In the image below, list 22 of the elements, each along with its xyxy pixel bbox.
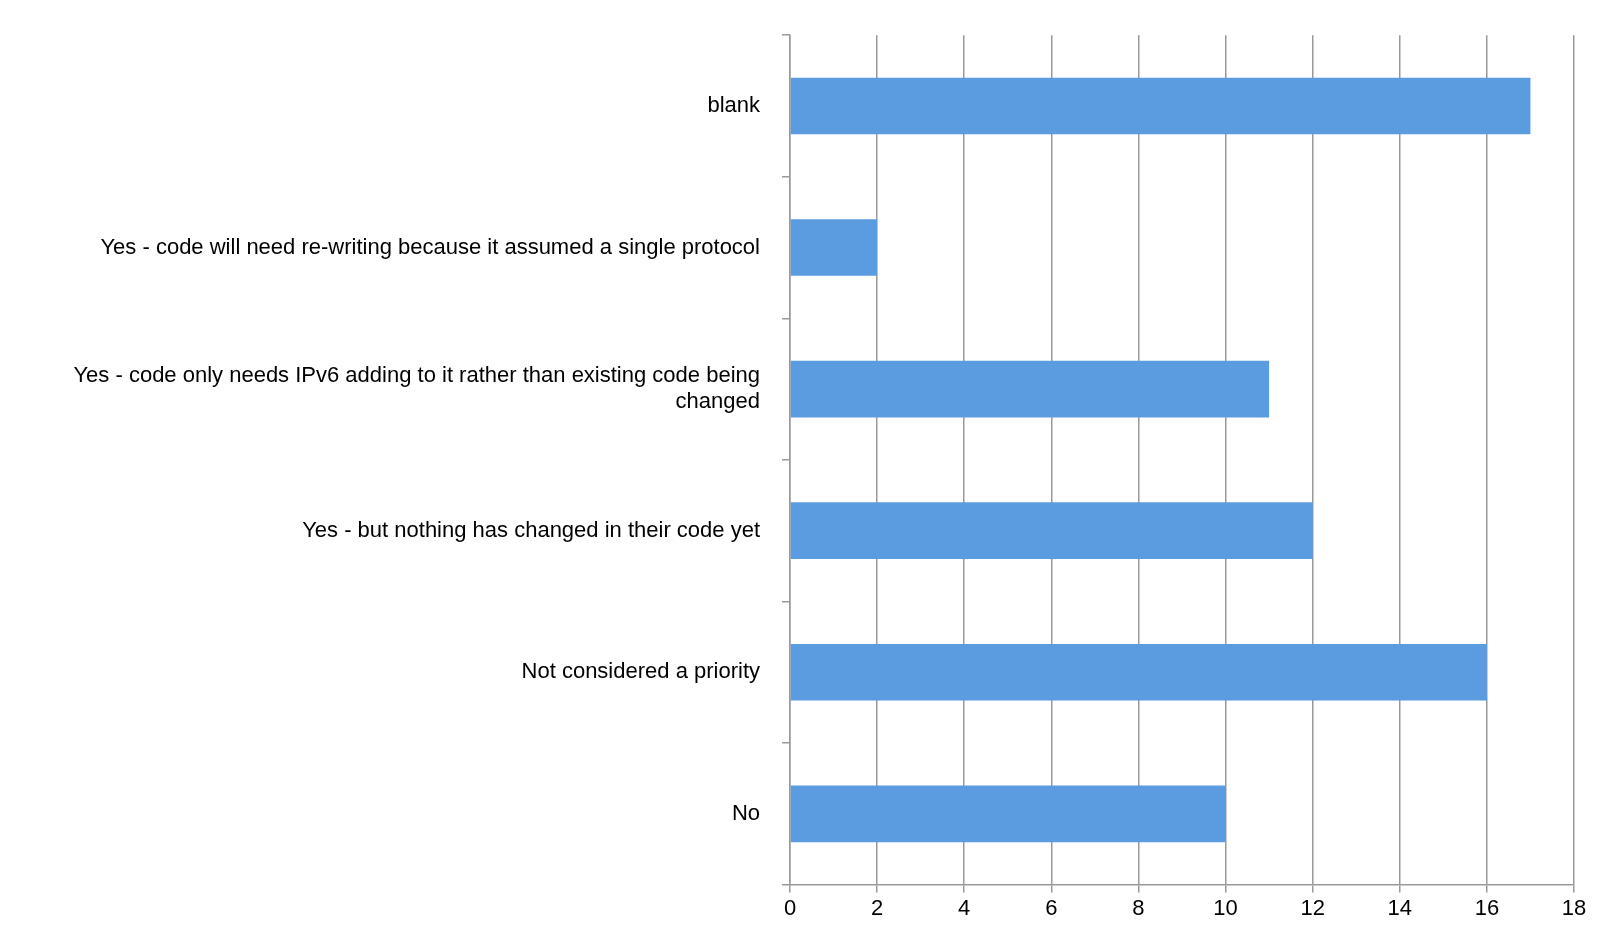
x-tick-label: 0 [783, 894, 797, 920]
y-tick-label: Yes - but nothing has changed in their code yet [302, 516, 760, 542]
x-tick-label: 8 [1132, 894, 1145, 920]
y-tick-label: Yes - code will need re-writing because it assumed a single protocol [100, 233, 760, 259]
x-tick-label: 6 [1045, 894, 1058, 920]
bar [790, 77, 1531, 135]
bar [790, 360, 1270, 418]
x-tick-label: 18 [1561, 894, 1587, 920]
y-tick-label: blank [707, 92, 761, 118]
x-tick-label: 4 [958, 894, 971, 920]
bar [790, 785, 1226, 843]
x-tick-label: 2 [870, 894, 884, 920]
x-tick-label: 14 [1387, 894, 1413, 920]
y-tick-label: Not considered a priority [521, 658, 760, 684]
y-tick-label: Yes - code only needs IPv6 adding to it rather than existing code being changed [73, 361, 760, 414]
bar [790, 643, 1487, 701]
bar [790, 219, 878, 276]
bar [790, 502, 1313, 559]
x-tick-label: 12 [1300, 894, 1325, 920]
y-tick-label: No [731, 799, 760, 825]
x-tick-label: 16 [1474, 894, 1500, 920]
x-tick-label: 10 [1213, 894, 1238, 920]
